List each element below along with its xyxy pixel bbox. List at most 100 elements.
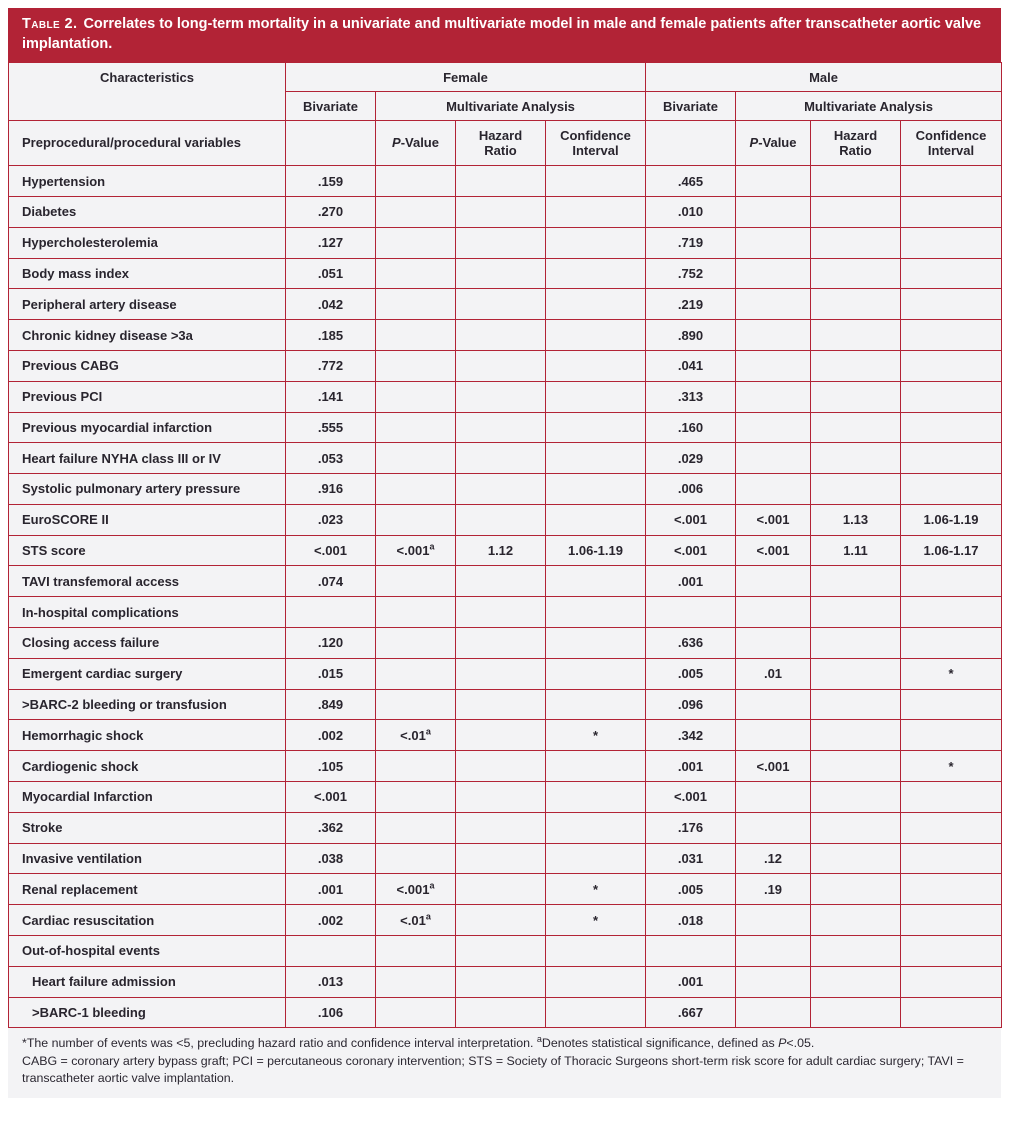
cell-male-pvalue [735,811,811,844]
cell-male-hazard-ratio [810,349,901,382]
cell-female-bivariate: .141 [285,380,376,413]
table-row: Stroke .362 .176 [8,811,1003,844]
cell-male-bivariate: .636 [645,627,736,659]
cell-male-confidence-interval [899,842,1003,875]
row-label: Emergent cardiac surgery [22,666,183,682]
cell-female-bivariate: .105 [285,750,376,783]
table-row: Out-of-hospital events [8,935,1003,967]
cell-male-hazard-ratio [810,380,901,413]
cell-male-pvalue: .01 [735,657,811,690]
header-female: Female [285,62,646,93]
row-label-cell: In-hospital complications [8,596,286,629]
row-label-cell: Previous myocardial infarction [8,411,286,444]
cell-female-pvalue [375,503,456,536]
cell-female-pvalue [375,565,456,598]
cell-male-hazard-ratio [810,657,901,690]
table-row: Peripheral artery disease .042 .219 [8,288,1003,321]
cell-female-bivariate: .015 [285,657,376,690]
cell-male-hazard-ratio [810,627,901,659]
cell-female-confidence-interval [545,195,646,228]
cell-female-confidence-interval: * [545,904,646,937]
row-label: Hypercholesterolemia [22,235,158,251]
table-row: Systolic pulmonary artery pressure .916 … [8,473,1003,505]
row-label-cell: Stroke [8,811,286,844]
cell-female-confidence-interval: 1.06-1.19 [545,534,646,567]
row-label-cell: EuroSCORE II [8,503,286,536]
header-confidence-interval-male: Confidence Interval [899,120,1003,167]
cell-male-hazard-ratio [810,442,901,475]
row-label-cell: Previous PCI [8,380,286,413]
cell-male-bivariate: .313 [645,380,736,413]
cell-male-bivariate: <.001 [645,781,736,813]
cell-female-pvalue [375,165,456,197]
cell-female-hazard-ratio [455,165,546,197]
cell-female-bivariate: .074 [285,565,376,598]
cell-male-bivariate: .010 [645,195,736,228]
row-label-cell: Myocardial Infarction [8,781,286,813]
cell-female-bivariate: <.001 [285,534,376,567]
cell-female-hazard-ratio [455,195,546,228]
cell-female-confidence-interval: * [545,873,646,906]
cell-male-bivariate: .667 [645,996,736,1029]
row-label: Hemorrhagic shock [22,727,144,743]
cell-female-hazard-ratio [455,226,546,259]
header-bivariate-female: Bivariate [285,91,376,122]
cell-male-confidence-interval [899,935,1003,967]
row-label-cell: Chronic kidney disease >3a [8,319,286,351]
cell-male-confidence-interval [899,596,1003,629]
row-label-cell: Previous CABG [8,349,286,382]
table-row: Chronic kidney disease >3a .185 .890 [8,319,1003,351]
cell-female-hazard-ratio [455,627,546,659]
cell-female-hazard-ratio [455,257,546,290]
cell-male-confidence-interval [899,349,1003,382]
footnote-line-2: CABG = coronary artery bypass graft; PCI… [22,1053,964,1085]
cell-female-bivariate: .002 [285,904,376,937]
cell-male-confidence-interval [899,165,1003,197]
header-confidence-interval-female: Confidence Interval [545,120,646,167]
cell-female-bivariate: .120 [285,627,376,659]
cell-male-confidence-interval [899,411,1003,444]
cell-female-pvalue [375,965,456,998]
cell-female-hazard-ratio [455,873,546,906]
row-label-cell: STS score [8,534,286,567]
cell-female-bivariate: .002 [285,719,376,752]
cell-male-confidence-interval [899,473,1003,505]
table-row: Body mass index .051 .752 [8,257,1003,290]
table-row: Heart failure NYHA class III or IV .053 … [8,442,1003,475]
cell-female-hazard-ratio [455,781,546,813]
cell-female-pvalue [375,195,456,228]
cell-male-bivariate: .031 [645,842,736,875]
cell-female-bivariate [285,935,376,967]
cell-female-confidence-interval [545,750,646,783]
cell-female-pvalue [375,935,456,967]
row-label-cell: Emergent cardiac surgery [8,657,286,690]
row-label: Myocardial Infarction [22,789,153,805]
cell-female-confidence-interval [545,411,646,444]
row-label: Out-of-hospital events [22,943,160,959]
cell-female-bivariate: .042 [285,288,376,321]
row-label: Cardiogenic shock [22,758,139,774]
cell-female-hazard-ratio [455,288,546,321]
cell-male-bivariate: .018 [645,904,736,937]
cell-male-confidence-interval: 1.06-1.17 [899,534,1003,567]
row-label-cell: Heart failure admission [8,965,286,998]
row-label: Heart failure admission [32,974,176,990]
cell-male-confidence-interval [899,195,1003,228]
cell-male-bivariate: .160 [645,411,736,444]
cell-male-pvalue [735,288,811,321]
cell-male-pvalue [735,442,811,475]
cell-female-bivariate: .106 [285,996,376,1029]
cell-female-pvalue [375,349,456,382]
cell-male-pvalue [735,781,811,813]
cell-female-hazard-ratio [455,411,546,444]
cell-female-bivariate: .270 [285,195,376,228]
header-row-groups: Characteristics Female Male [8,62,1003,122]
cell-male-pvalue [735,473,811,505]
cell-male-hazard-ratio [810,996,901,1029]
cell-female-pvalue [375,257,456,290]
row-label: >BARC-2 bleeding or transfusion [22,697,227,713]
cell-male-hazard-ratio [810,750,901,783]
row-label-cell: Body mass index [8,257,286,290]
cell-female-confidence-interval [545,935,646,967]
cell-male-pvalue [735,719,811,752]
